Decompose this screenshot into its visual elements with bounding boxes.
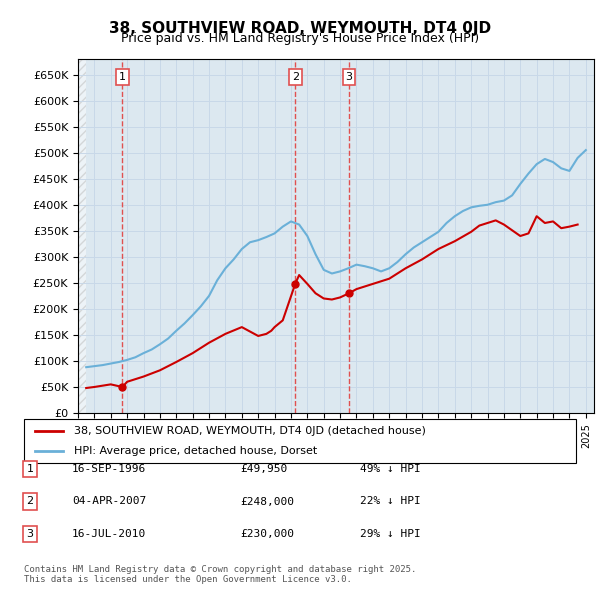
Text: Contains HM Land Registry data © Crown copyright and database right 2025.
This d: Contains HM Land Registry data © Crown c… [24,565,416,584]
Text: 49% ↓ HPI: 49% ↓ HPI [360,464,421,474]
Text: 04-APR-2007: 04-APR-2007 [72,497,146,506]
Text: £230,000: £230,000 [240,529,294,539]
FancyBboxPatch shape [24,419,576,463]
Text: 38, SOUTHVIEW ROAD, WEYMOUTH, DT4 0JD: 38, SOUTHVIEW ROAD, WEYMOUTH, DT4 0JD [109,21,491,35]
Text: £49,950: £49,950 [240,464,287,474]
Text: 22% ↓ HPI: 22% ↓ HPI [360,497,421,506]
Text: 29% ↓ HPI: 29% ↓ HPI [360,529,421,539]
Text: 1: 1 [26,464,34,474]
Text: 38, SOUTHVIEW ROAD, WEYMOUTH, DT4 0JD (detached house): 38, SOUTHVIEW ROAD, WEYMOUTH, DT4 0JD (d… [74,427,425,436]
Text: Price paid vs. HM Land Registry's House Price Index (HPI): Price paid vs. HM Land Registry's House … [121,32,479,45]
Text: 2: 2 [26,497,34,506]
Text: 2: 2 [292,72,299,82]
Text: 16-SEP-1996: 16-SEP-1996 [72,464,146,474]
Text: 3: 3 [26,529,34,539]
Text: 16-JUL-2010: 16-JUL-2010 [72,529,146,539]
Bar [78,59,86,413]
Text: 1: 1 [119,72,126,82]
Text: £248,000: £248,000 [240,497,294,506]
Text: 3: 3 [346,72,352,82]
Text: HPI: Average price, detached house, Dorset: HPI: Average price, detached house, Dors… [74,446,317,455]
